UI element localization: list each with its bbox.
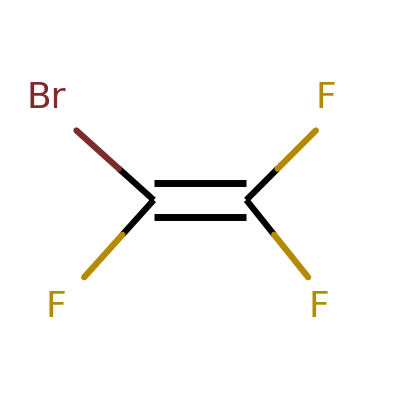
Text: F: F (316, 81, 336, 115)
Text: F: F (308, 290, 329, 324)
Text: F: F (46, 290, 66, 324)
Text: Br: Br (26, 81, 66, 115)
